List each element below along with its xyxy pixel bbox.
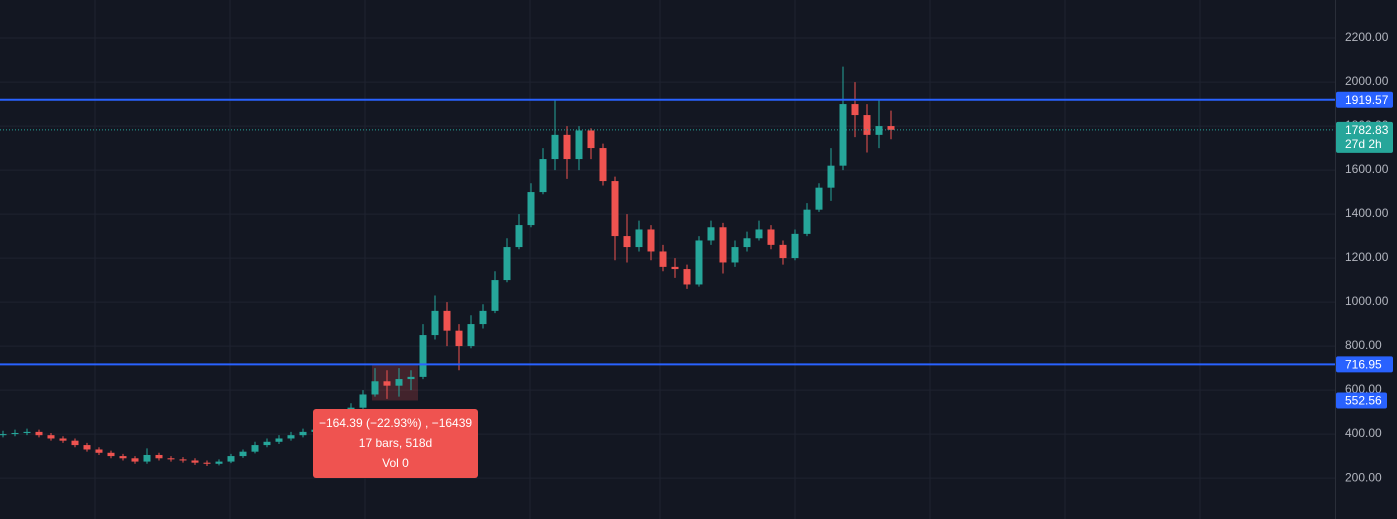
candle-body: [623, 236, 631, 248]
candle-body: [539, 159, 547, 193]
measure-tooltip-text: 17 bars, 518d: [359, 436, 432, 450]
candle-body: [851, 104, 859, 116]
price-label-bg: [1336, 356, 1393, 373]
candle-body: [83, 445, 91, 450]
price-label-bg: [1336, 121, 1393, 153]
candle-body: [479, 310, 487, 325]
candle-body: [887, 126, 895, 130]
price-label: 716.95: [1345, 358, 1382, 372]
candle-body: [443, 310, 451, 331]
candle-body: [299, 431, 307, 436]
y-tick-label: 1400.00: [1345, 206, 1389, 220]
candle-body: [191, 460, 199, 463]
candle-body: [239, 451, 247, 457]
candle-body: [0, 434, 7, 436]
candle-body: [491, 280, 499, 311]
candle-body: [251, 445, 259, 452]
y-tick-label: 800.00: [1345, 338, 1382, 352]
candle-body: [551, 134, 559, 160]
y-tick-label: 400.00: [1345, 426, 1382, 440]
candle-body: [503, 247, 511, 281]
y-tick-label: 2000.00: [1345, 74, 1389, 88]
candle-body: [383, 381, 391, 386]
candle-body: [431, 310, 439, 336]
candle-body: [215, 461, 223, 464]
candle-body: [95, 449, 103, 453]
candle-body: [671, 266, 679, 270]
candle-body: [419, 335, 427, 377]
candle-body: [659, 251, 667, 267]
measure-box: [372, 364, 418, 401]
candle-body: [167, 458, 175, 460]
countdown-label: 27d 2h: [1345, 137, 1382, 151]
candle-body: [875, 126, 883, 135]
y-tick-label: 1000.00: [1345, 294, 1389, 308]
candle-body: [11, 432, 19, 435]
candle-body: [455, 330, 463, 347]
candle-body: [287, 435, 295, 439]
candle-body: [587, 130, 595, 149]
price-label-bg: [1336, 392, 1387, 409]
candle-body: [143, 454, 151, 462]
measure-tooltip: [313, 409, 478, 478]
candle-body: [839, 104, 847, 166]
candle-body: [815, 187, 823, 210]
y-tick-label: 200.00: [1345, 470, 1382, 484]
candle-body: [395, 379, 403, 386]
candle-body: [407, 376, 415, 380]
candle-body: [155, 454, 163, 459]
candle-body: [863, 115, 871, 135]
candle-body: [743, 238, 751, 248]
measure-to-label: 552.56: [1345, 394, 1382, 408]
candle-body: [563, 134, 571, 160]
candle-body: [719, 227, 727, 263]
candle-body: [611, 181, 619, 237]
candle-body: [779, 244, 787, 259]
candle-body: [767, 229, 775, 245]
candle-body: [107, 452, 115, 457]
candle-body: [803, 209, 811, 234]
candle-body: [575, 130, 583, 160]
candle-body: [707, 227, 715, 241]
candle-body: [359, 394, 367, 408]
candle-body: [647, 229, 655, 252]
candle-body: [263, 441, 271, 446]
candle-body: [227, 456, 235, 462]
candle-body: [203, 462, 211, 464]
candle-body: [827, 165, 835, 188]
candle-body: [179, 459, 187, 461]
candle-body: [695, 240, 703, 285]
measure-tooltip-text: Vol 0: [382, 456, 409, 470]
candle-body: [731, 247, 739, 263]
candle-body: [515, 225, 523, 248]
candle-body: [59, 438, 67, 441]
candle-body: [683, 269, 691, 285]
candle-body: [371, 381, 379, 395]
candle-body: [119, 456, 127, 459]
candle-body: [755, 229, 763, 239]
y-tick-label: 2200.00: [1345, 30, 1389, 44]
candle-body: [35, 431, 43, 436]
candle-body: [527, 192, 535, 226]
candle-body: [131, 458, 139, 462]
price-label: 1919.57: [1345, 93, 1389, 107]
candle-body: [275, 438, 283, 442]
y-tick-label: 1200.00: [1345, 250, 1389, 264]
measure-tooltip-text: −164.39 (−22.93%) , −16439: [319, 416, 472, 430]
candle-body: [23, 431, 31, 433]
y-tick-label: 1600.00: [1345, 162, 1389, 176]
candle-body: [71, 440, 79, 446]
candle-body: [635, 229, 643, 248]
candle-body: [47, 435, 55, 439]
candle-body: [599, 148, 607, 182]
candle-body: [791, 233, 799, 259]
price-label-bg: [1336, 91, 1393, 108]
last-price-label: 1782.83: [1345, 123, 1389, 137]
candle-body: [467, 324, 475, 347]
